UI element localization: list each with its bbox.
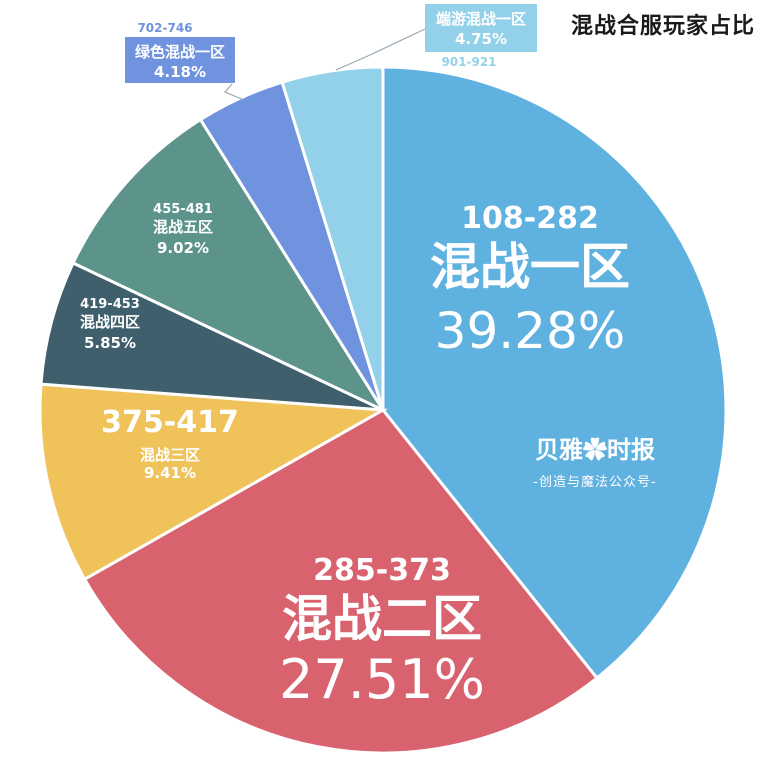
slice-name-3: 混战三区 <box>140 446 200 464</box>
slice-percent-5: 9.02% <box>157 239 209 257</box>
slice-percent-4: 5.85% <box>84 334 136 352</box>
watermark: 贝雅✿时报 -创造与魔法公众号- <box>500 430 690 490</box>
slice-range-4: 419-453 <box>80 297 140 312</box>
slice-name-1: 混战一区 <box>430 238 630 296</box>
slice-name-5: 混战五区 <box>153 218 213 236</box>
slice-range-2: 285-373 <box>313 553 451 588</box>
leader-lines <box>224 28 426 101</box>
slice-percent-7: 4.75% <box>455 30 507 48</box>
pie-slice-4 <box>39 260 384 412</box>
pie-slice-1 <box>381 65 728 681</box>
slice-range-6: 702-746 <box>137 21 192 35</box>
pie-slice-2 <box>82 408 600 755</box>
pie-slice-5 <box>71 117 388 414</box>
slice-name-4: 混战四区 <box>80 313 140 331</box>
callout-box-6 <box>125 37 235 83</box>
slice-name-6: 绿色混战一区 <box>135 43 225 61</box>
slice-range-5: 455-481 <box>153 202 213 217</box>
slice-range-1: 108-282 <box>461 201 599 236</box>
slice-range-3: 375-417 <box>101 405 239 440</box>
watermark-sub: -创造与魔法公众号- <box>533 475 657 490</box>
pie-slice-7 <box>280 65 385 411</box>
slice-range-7: 901-921 <box>441 55 496 69</box>
slice-percent-6: 4.18% <box>154 63 206 81</box>
slice-name-7: 端游混战一区 <box>436 10 526 28</box>
pie-slices <box>38 65 728 755</box>
callout-box-7 <box>425 4 537 52</box>
page-title: 混战合服玩家占比 <box>570 14 755 39</box>
pie-slice-3 <box>38 382 389 582</box>
slice-percent-2: 27.51% <box>279 648 485 711</box>
leader-line-7 <box>335 28 426 71</box>
leader-line-6 <box>224 83 245 101</box>
slice-name-2: 混战二区 <box>282 590 482 648</box>
watermark-main: 贝雅✿时报 <box>535 435 655 464</box>
slice-percent-1: 39.28% <box>435 302 626 360</box>
slice-percent-3: 9.41% <box>144 464 196 482</box>
